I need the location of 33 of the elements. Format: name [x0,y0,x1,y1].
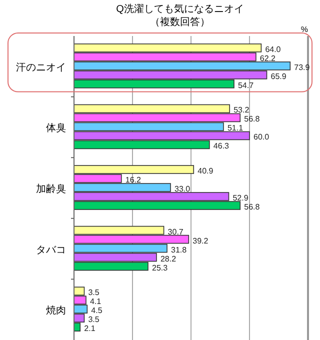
data-label: 31.8 [171,245,188,254]
x-axis-title: % [300,25,308,34]
data-label: 40.9 [198,166,214,176]
data-label: 64.0 [265,44,282,54]
y-tick-label: 加齢臭 [36,183,66,195]
data-label: 53.2 [234,106,250,115]
data-label: 2.1 [84,324,96,334]
y-tick-label: 体臭 [46,122,66,134]
data-label: 52.9 [232,194,249,202]
data-label: 65.9 [270,72,287,81]
y-tick-label: タバコ [36,244,66,256]
data-label: 54.7 [238,80,254,90]
data-label: 51.1 [227,124,244,133]
data-label: 62.2 [260,54,276,63]
data-label: 3.5 [88,288,100,298]
data-label: 39.2 [192,236,209,246]
data-label: 30.7 [168,227,184,236]
y-tick-label: 焼肉 [46,304,66,317]
data-label: 4.1 [90,297,102,306]
data-label: 3.5 [88,315,100,324]
data-label: 33.0 [174,184,191,194]
data-label: 56.8 [244,202,260,212]
data-label: 56.8 [244,114,260,124]
y-tick-label: 汗のニオイ [16,61,66,74]
chart-subtitle: （複数回答） [150,16,210,28]
data-label: 73.9 [294,62,310,72]
data-label: 4.5 [91,306,103,316]
data-label: 16.2 [125,176,142,184]
data-label: 28.2 [160,254,177,264]
chart-title: Q洗濯しても気になるニオイ [116,3,244,15]
data-label: 25.3 [152,263,168,272]
data-label: 46.3 [213,142,230,151]
data-label: 60.0 [254,132,270,142]
